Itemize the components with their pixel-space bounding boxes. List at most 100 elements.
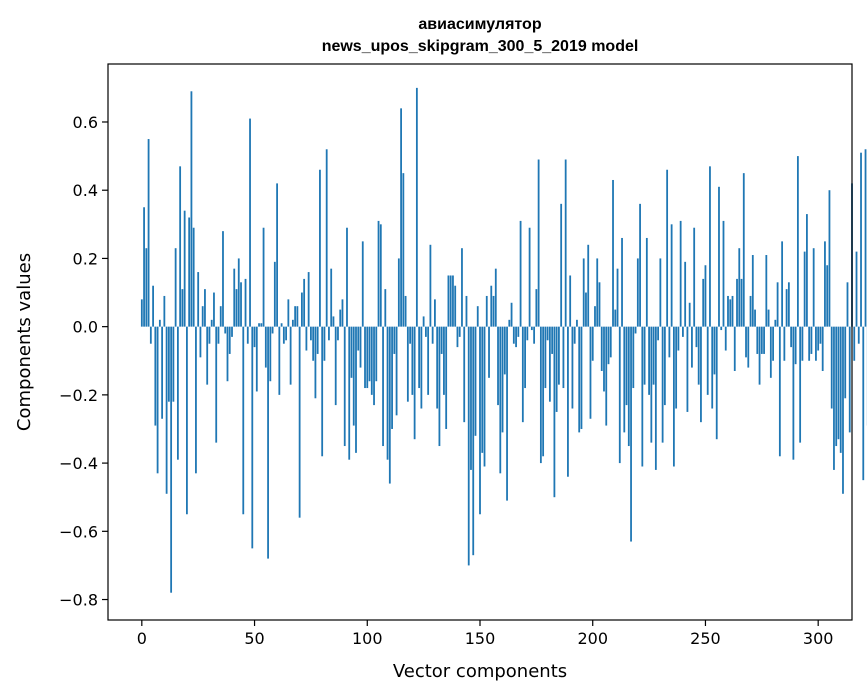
bar bbox=[452, 275, 454, 327]
bar bbox=[479, 326, 481, 515]
bar bbox=[210, 319, 213, 327]
bar bbox=[438, 326, 441, 447]
bar bbox=[240, 282, 242, 327]
bar bbox=[411, 326, 414, 395]
bar bbox=[709, 166, 711, 327]
bar bbox=[154, 326, 157, 426]
y-tick-label: −0.2 bbox=[59, 386, 98, 405]
bar bbox=[485, 295, 488, 327]
bar bbox=[386, 326, 389, 460]
bar bbox=[833, 326, 835, 470]
chart-title: авиасимулятор news_upos_skipgram_300_5_2… bbox=[322, 16, 639, 55]
bar bbox=[569, 275, 572, 327]
bar bbox=[839, 326, 842, 453]
bar bbox=[343, 326, 346, 447]
bar bbox=[826, 265, 829, 327]
bar bbox=[661, 326, 664, 443]
bar bbox=[526, 326, 529, 341]
bar bbox=[415, 87, 418, 327]
bar bbox=[598, 282, 601, 327]
y-tick-label: 0.6 bbox=[73, 113, 98, 132]
bar bbox=[799, 326, 802, 443]
bar bbox=[427, 326, 430, 395]
bar bbox=[454, 285, 457, 327]
bar bbox=[481, 326, 484, 453]
bar bbox=[447, 275, 450, 327]
bar bbox=[287, 299, 290, 327]
bar bbox=[783, 326, 786, 361]
bar bbox=[249, 118, 251, 327]
bar bbox=[278, 326, 281, 395]
bar bbox=[488, 326, 490, 378]
y-tick-label: 0.2 bbox=[73, 249, 98, 268]
bar bbox=[754, 309, 756, 327]
bar bbox=[722, 220, 725, 327]
bar bbox=[267, 326, 269, 559]
bar bbox=[334, 326, 337, 406]
bar bbox=[235, 289, 238, 327]
bar bbox=[769, 326, 772, 378]
bar bbox=[848, 326, 851, 433]
bar bbox=[217, 326, 220, 344]
bar bbox=[591, 326, 594, 361]
y-axis: −0.8 −0.6 −0.4 −0.2 0.0 0.2 0.4 0.6 bbox=[59, 113, 108, 610]
bar bbox=[280, 323, 283, 327]
bar bbox=[503, 326, 506, 375]
bar bbox=[812, 248, 815, 327]
bar bbox=[731, 295, 734, 327]
bar bbox=[720, 326, 723, 331]
bar bbox=[445, 326, 448, 429]
bar bbox=[605, 326, 608, 426]
bar bbox=[533, 326, 536, 344]
x-tick-label: 200 bbox=[577, 629, 608, 648]
bar bbox=[682, 326, 684, 337]
bar bbox=[195, 326, 197, 474]
bar bbox=[603, 326, 605, 392]
bar bbox=[397, 258, 400, 327]
bar bbox=[404, 295, 407, 327]
bar bbox=[357, 326, 360, 351]
bar bbox=[763, 326, 765, 354]
x-tick-label: 0 bbox=[137, 629, 147, 648]
bar bbox=[562, 326, 565, 389]
bar bbox=[300, 292, 303, 327]
bar bbox=[467, 326, 470, 566]
bar bbox=[161, 326, 164, 419]
bar bbox=[596, 258, 599, 327]
bar bbox=[499, 326, 502, 474]
bar bbox=[715, 326, 718, 440]
bar bbox=[684, 261, 687, 327]
bar bbox=[546, 326, 549, 341]
bar bbox=[341, 299, 344, 327]
chart-title-line1: авиасимулятор bbox=[418, 16, 541, 33]
bar bbox=[294, 306, 297, 327]
bar bbox=[314, 326, 317, 399]
bar bbox=[567, 326, 569, 477]
bar bbox=[307, 272, 310, 327]
bar bbox=[174, 248, 177, 327]
bar bbox=[355, 326, 357, 453]
bar bbox=[785, 289, 788, 327]
bar bbox=[352, 326, 355, 426]
bar bbox=[668, 326, 671, 358]
bar bbox=[810, 326, 813, 354]
bar bbox=[718, 186, 720, 327]
bar bbox=[542, 326, 545, 457]
bar bbox=[181, 289, 184, 327]
bar bbox=[614, 309, 617, 327]
y-tick-label: 0.4 bbox=[73, 181, 98, 200]
bar bbox=[188, 217, 191, 327]
bar bbox=[857, 326, 860, 344]
bar bbox=[686, 326, 689, 412]
x-axis-label: Vector components bbox=[393, 661, 567, 682]
bar bbox=[337, 326, 339, 341]
bar bbox=[332, 316, 335, 327]
bar bbox=[824, 241, 826, 327]
bar bbox=[652, 326, 655, 385]
bar bbox=[670, 224, 673, 327]
bar bbox=[226, 326, 229, 382]
bar bbox=[303, 278, 306, 327]
bar bbox=[733, 326, 736, 371]
bar bbox=[147, 139, 150, 327]
bar bbox=[582, 258, 585, 327]
